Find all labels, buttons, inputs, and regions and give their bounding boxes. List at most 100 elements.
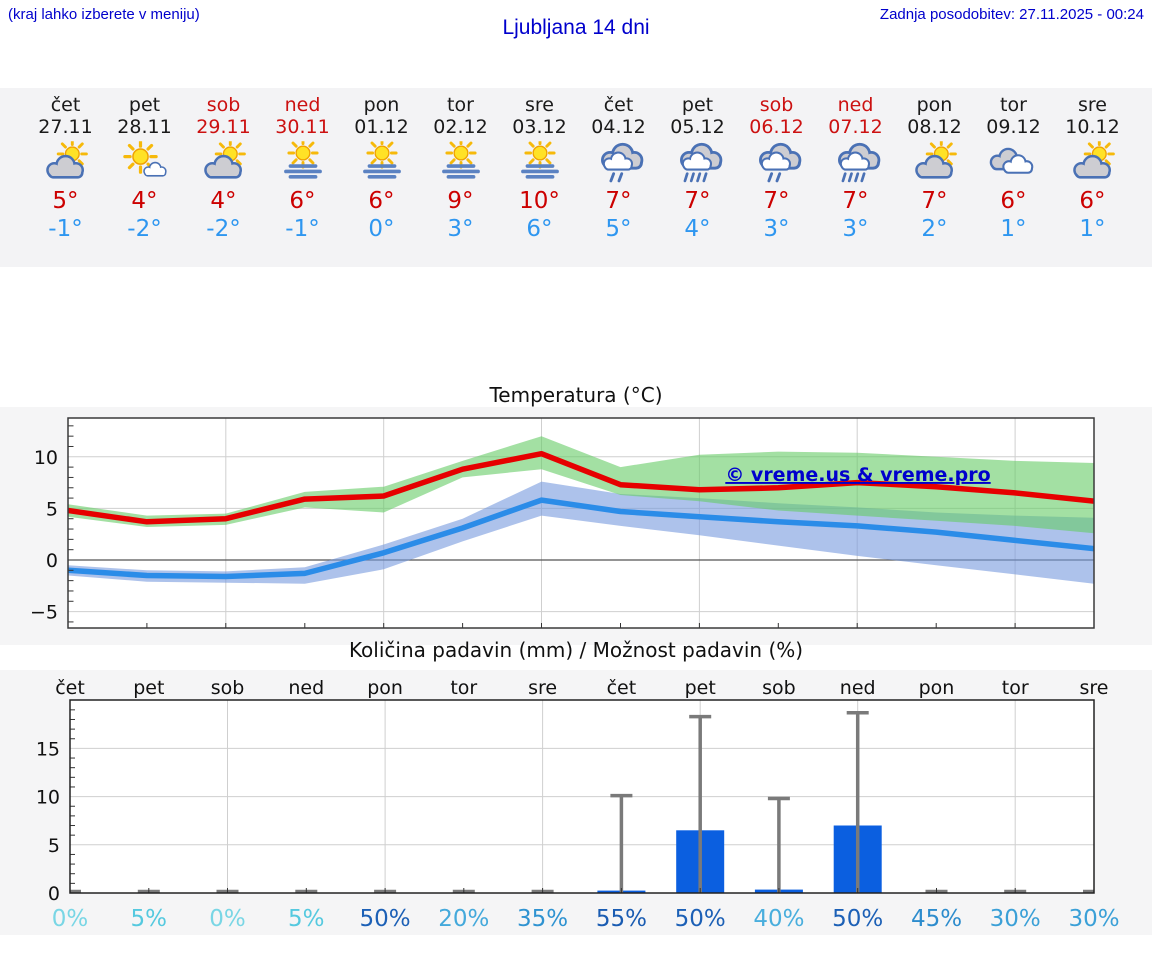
day-name: tor (1000, 94, 1027, 116)
precip-day-label: sob (211, 677, 245, 699)
precip-probability-label: 30% (990, 906, 1041, 932)
precip-probability-label: 30% (1068, 906, 1119, 932)
rain-light-icon (750, 141, 804, 183)
precip-day-label: ned (288, 677, 324, 699)
sun-cloud-icon (197, 141, 251, 183)
precip-probability-label: 0% (52, 906, 89, 932)
rain-light-icon (592, 141, 646, 183)
forecast-day: tor 02.12 9° 3° (421, 94, 500, 267)
day-name: pet (681, 94, 714, 116)
day-date: 09.12 (986, 116, 1041, 138)
fog-sun-icon (355, 141, 409, 183)
y-axis-tick-label: 5 (48, 835, 60, 857)
day-date: 10.12 (1065, 116, 1120, 138)
day-name: čet (603, 94, 634, 116)
temperature-chart: Temperatura (°C) 10 5 0 −5 © vreme.us & vreme… (0, 385, 1152, 645)
day-date: 30.11 (275, 116, 330, 138)
y-axis-tick-label: 10 (36, 787, 60, 809)
forecast-day: čet 27.11 5° -1° (26, 94, 105, 267)
day-low-temp: -2° (206, 216, 241, 242)
max-temperature-line (68, 450, 1094, 525)
y-axis-tick-label: 0 (48, 883, 60, 905)
max-temperature-range-band (68, 436, 1094, 534)
temp-series (68, 436, 1094, 584)
y-axis-tick-label: 0 (46, 550, 58, 572)
sun-cloud-icon (39, 141, 93, 183)
day-high-temp: 5° (52, 188, 79, 214)
precip-day-label: čet (607, 677, 637, 699)
precip-probability-label: 50% (360, 906, 411, 932)
day-high-temp: 7° (842, 188, 869, 214)
day-date: 06.12 (749, 116, 804, 138)
day-name: pon (363, 94, 400, 116)
min-temperature-line (68, 497, 1094, 580)
y-axis-tick-label: 10 (34, 447, 58, 469)
precip-probability-label: 20% (438, 906, 489, 932)
forecast-day: tor 09.12 6° 1° (974, 94, 1053, 267)
day-high-temp: 10° (519, 188, 560, 214)
precip-probability-label: 45% (911, 906, 962, 932)
forecast-day: sre 03.12 10° 6° (500, 94, 579, 267)
day-high-temp: 6° (1000, 188, 1027, 214)
forecast-day: ned 30.11 6° -1° (263, 94, 342, 267)
precip-probability-label: 40% (753, 906, 804, 932)
precip-probability-label: 0% (209, 906, 246, 932)
precip-probability-label: 5% (131, 906, 168, 932)
precip-day-label: čet (55, 677, 85, 699)
rain-icon (671, 141, 725, 183)
precip-day-label: pon (919, 677, 955, 699)
forecast-day: sob 29.11 4° -2° (184, 94, 263, 267)
day-date: 08.12 (907, 116, 962, 138)
day-low-temp: 3° (763, 216, 790, 242)
day-high-temp: 6° (1079, 188, 1106, 214)
day-name: ned (837, 94, 874, 116)
menu-hint: (kraj lahko izberete v meniju) (8, 6, 200, 23)
day-name: pet (128, 94, 161, 116)
precip-probability-label: 5% (288, 906, 325, 932)
precip-day-label: tor (1002, 677, 1029, 699)
precip-day-label: pet (133, 677, 164, 699)
precip-probability-label: 50% (675, 906, 726, 932)
precip-day-label: ned (840, 677, 876, 699)
fog-sun-icon (276, 141, 330, 183)
precip-probability-label: 50% (832, 906, 883, 932)
day-low-temp: 0° (368, 216, 395, 242)
day-date: 02.12 (433, 116, 488, 138)
precip-day-label: sob (762, 677, 796, 699)
forecast-day: pon 08.12 7° 2° (895, 94, 974, 267)
day-high-temp: 6° (289, 188, 316, 214)
last-updated: Zadnja posodobitev: 27.11.2025 - 00:24 (879, 6, 1144, 23)
day-high-temp: 7° (684, 188, 711, 214)
precip-probability-label: 35% (517, 906, 568, 932)
day-low-temp: 3° (447, 216, 474, 242)
cloudy-icon (987, 141, 1041, 183)
forecast-day: pon 01.12 6° 0° (342, 94, 421, 267)
day-name: čet (50, 94, 81, 116)
day-high-temp: 9° (447, 188, 474, 214)
forecast-day: sob 06.12 7° 3° (737, 94, 816, 267)
precip-day-label: tor (450, 677, 477, 699)
day-date: 28.11 (117, 116, 172, 138)
sun-cloud-icon (908, 141, 962, 183)
temp-chart-title: Temperatura (°C) (488, 385, 662, 407)
day-date: 05.12 (670, 116, 725, 138)
y-axis-tick-label: −5 (30, 602, 58, 624)
day-low-temp: 5° (605, 216, 632, 242)
forecast-day: sre 10.12 6° 1° (1053, 94, 1132, 267)
sun-small-cloud-icon (118, 141, 172, 183)
forecast-day: pet 05.12 7° 4° (658, 94, 737, 267)
precipitation-chart: Količina padavin (mm) / Možnost padavin … (0, 640, 1152, 935)
precip-day-label: sre (528, 677, 557, 699)
precip-chart-title: Količina padavin (mm) / Možnost padavin … (349, 640, 803, 662)
day-high-temp: 4° (210, 188, 237, 214)
day-high-temp: 4° (131, 188, 158, 214)
sun-cloud-icon (1066, 141, 1120, 183)
day-date: 29.11 (196, 116, 251, 138)
y-axis-tick-label: 5 (46, 498, 58, 520)
precip-day-label: sre (1080, 677, 1109, 699)
y-axis-tick-label: 15 (36, 738, 60, 760)
day-name: sob (206, 94, 241, 116)
day-high-temp: 7° (921, 188, 948, 214)
watermark-link[interactable]: © vreme.us & vreme.pro (725, 464, 990, 486)
forecast-day: pet 28.11 4° -2° (105, 94, 184, 267)
